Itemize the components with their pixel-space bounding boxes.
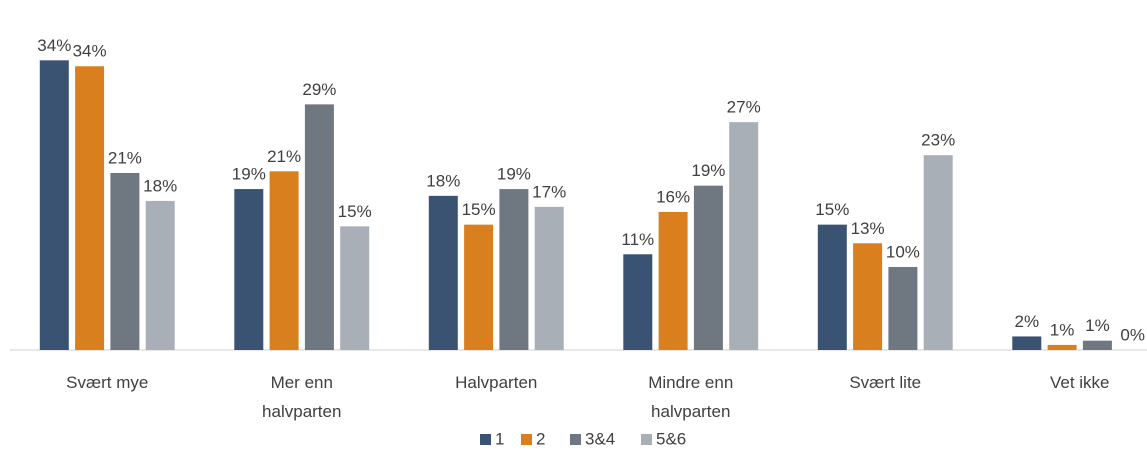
data-label: 19%	[691, 161, 725, 180]
bar	[534, 206, 564, 350]
data-label: 19%	[232, 165, 266, 184]
data-label: 2%	[1015, 312, 1040, 331]
legend-swatch	[521, 434, 532, 445]
bar	[623, 254, 653, 350]
data-label: 23%	[921, 131, 955, 150]
data-label: 17%	[532, 182, 566, 201]
legend-label: 3&4	[585, 429, 615, 448]
data-label: 10%	[886, 242, 920, 261]
bar	[75, 66, 105, 350]
data-label: 1%	[1050, 320, 1075, 339]
legend-label: 5&6	[656, 429, 686, 448]
bar	[817, 224, 847, 350]
bar	[499, 189, 529, 350]
bar	[1082, 340, 1112, 350]
x-tick-label: Mindre enn halvparten	[648, 373, 734, 421]
bar	[110, 172, 140, 350]
data-label: 18%	[143, 176, 177, 195]
bar	[1012, 336, 1042, 350]
data-label: 19%	[497, 165, 531, 184]
legend-swatch	[570, 434, 581, 445]
legend-label: 1	[495, 429, 504, 448]
bar	[428, 195, 458, 350]
legend-swatch	[641, 434, 652, 445]
data-label: 29%	[302, 80, 336, 99]
data-label: 21%	[108, 148, 142, 167]
data-label: 15%	[338, 202, 372, 221]
data-label: 1%	[1085, 316, 1110, 335]
data-label: 11%	[621, 230, 654, 249]
bar	[464, 224, 494, 350]
data-label: 15%	[815, 200, 849, 219]
data-label: 34%	[73, 42, 107, 61]
bar	[923, 155, 953, 350]
x-tick-label: Vet ikke	[1049, 373, 1110, 392]
data-label: 16%	[656, 187, 690, 206]
data-label: 27%	[727, 98, 761, 117]
data-label: 0%	[1120, 325, 1145, 344]
data-label: 21%	[267, 147, 301, 166]
data-label: 34%	[37, 36, 71, 55]
bar	[304, 104, 334, 351]
x-tick-label: Svært lite	[849, 373, 922, 392]
bar	[39, 60, 69, 351]
bar	[658, 211, 688, 350]
bar	[340, 226, 370, 350]
bar	[888, 266, 918, 350]
bar	[693, 185, 723, 350]
bar	[234, 189, 264, 350]
bar	[145, 200, 175, 350]
bar	[729, 122, 759, 350]
legend-swatch	[480, 434, 491, 445]
x-tick-label: Svært mye	[66, 373, 149, 392]
data-label: 15%	[462, 200, 496, 219]
x-tick-label: Halvparten	[455, 373, 538, 392]
data-label: 18%	[426, 171, 460, 190]
x-tick-label: Mer enn halvparten	[262, 373, 342, 421]
bar	[853, 243, 883, 350]
bar	[269, 171, 299, 350]
bar	[1047, 344, 1077, 350]
legend-label: 2	[536, 429, 545, 448]
data-label: 13%	[851, 219, 885, 238]
